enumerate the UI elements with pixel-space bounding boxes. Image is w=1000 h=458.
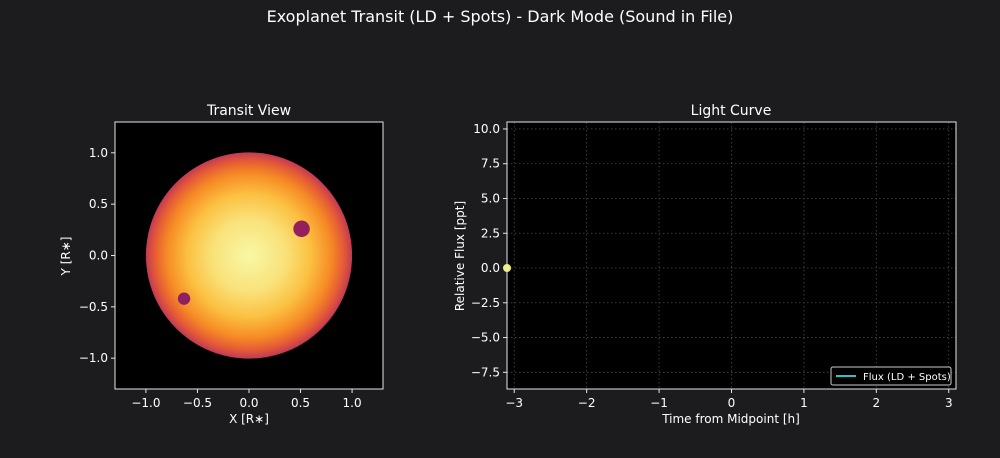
transit-view-xlabel: X [R∗] (229, 412, 269, 426)
transit-ytick-label: −0.5 (79, 300, 108, 314)
transit-ytick-label: 1.0 (89, 146, 108, 160)
light-curve-ytick-label: −2.5 (471, 296, 500, 310)
light-curve-xlabel: Time from Midpoint [h] (661, 412, 800, 426)
light-curve-xtick-label: −2 (578, 396, 596, 410)
figure-title: Exoplanet Transit (LD + Spots) - Dark Mo… (267, 7, 734, 26)
transit-view-ylabel: Y [R∗] (59, 237, 73, 277)
transit-xtick-label: −1.0 (131, 396, 160, 410)
light-curve-title: Light Curve (691, 103, 772, 119)
transit-xtick-label: 0.5 (291, 396, 310, 410)
light-curve-xtick-label: −3 (505, 396, 523, 410)
light-curve-legend: Flux (LD + Spots) (830, 366, 952, 386)
legend-box (830, 366, 952, 386)
transit-view-panel: Transit View −1.0 −0.5 0.0 0.5 1.0 −1.0 −0.5 0.… (59, 103, 384, 426)
light-curve-ylabel: Relative Flux [ppt] (453, 201, 467, 311)
light-curve-xtick-label: 2 (873, 396, 881, 410)
light-curve-panel: Light Curve −3 −2 −1 0 1 2 3 −7.5 −5.0 −2.5 0.0 2.5… (453, 103, 957, 426)
star-disk (145, 152, 353, 359)
light-curve-xtick-label: −1 (650, 396, 668, 410)
light-curve-xtick-label: 0 (728, 396, 736, 410)
transit-ytick-label: 0.0 (89, 249, 108, 263)
light-curve-ytick-label: 5.0 (481, 191, 500, 205)
light-curve-ytick-label: −5.0 (471, 331, 500, 345)
light-curve-ytick-label: 7.5 (481, 157, 500, 171)
star-spot-1 (293, 220, 310, 238)
light-curve-xtick-label: 1 (800, 396, 808, 410)
light-curve-xtick-label: 3 (945, 396, 953, 410)
light-curve-ytick-label: 2.5 (481, 226, 500, 240)
transit-ytick-label: −1.0 (79, 351, 108, 365)
light-curve-ytick-label: 0.0 (481, 261, 500, 275)
legend-label: Flux (LD + Spots) (863, 372, 951, 383)
star-spot-2 (177, 292, 191, 305)
transit-view-title: Transit View (206, 103, 291, 119)
light-curve-ytick-label: −7.5 (471, 365, 500, 379)
transit-xtick-label: 0.0 (239, 396, 258, 410)
light-curve-ytick-label: 10.0 (473, 122, 500, 136)
transit-xtick-label: −0.5 (183, 396, 212, 410)
transit-xtick-label: 1.0 (343, 396, 362, 410)
transit-ytick-label: 0.5 (89, 197, 108, 211)
